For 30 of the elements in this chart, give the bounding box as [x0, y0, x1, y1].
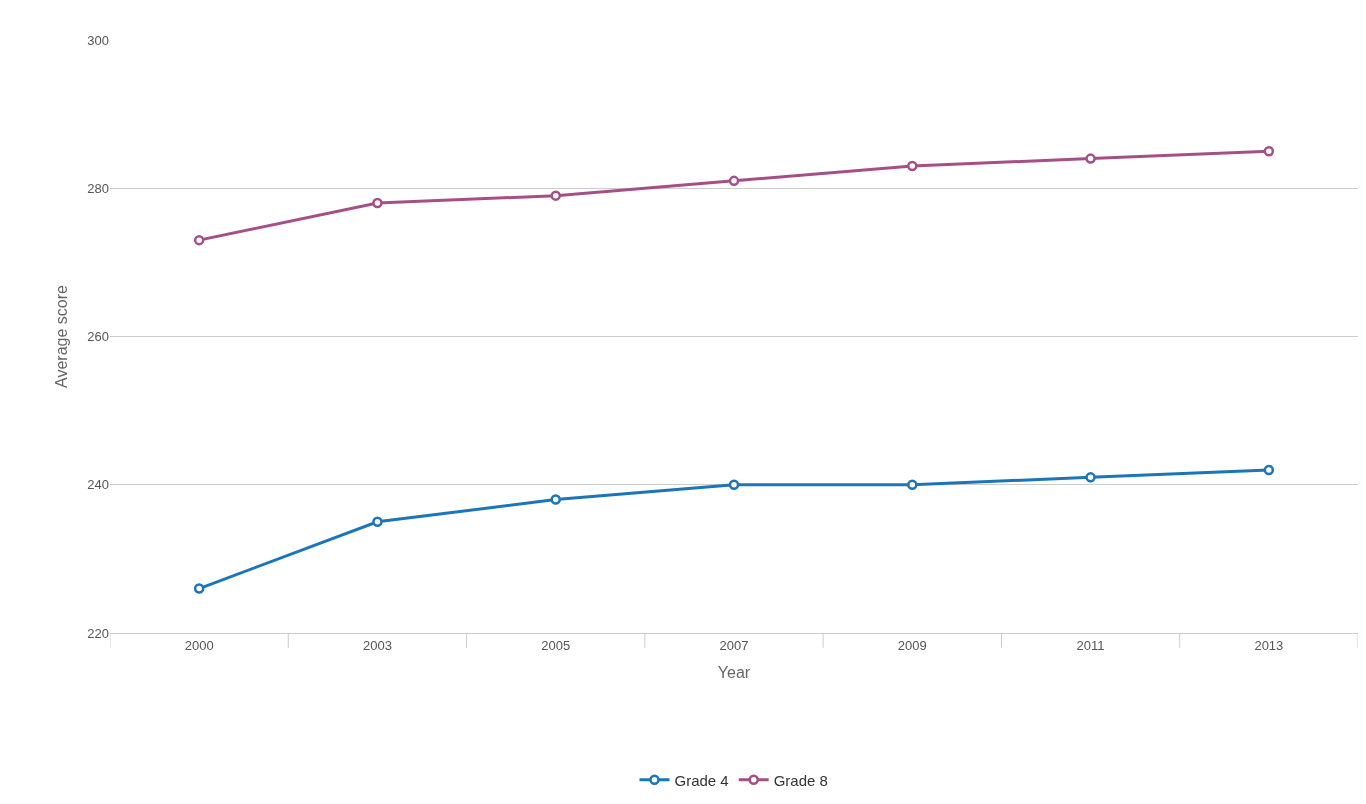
y-axis-title: Average score	[53, 284, 71, 388]
y-tick-label: 220	[87, 625, 109, 641]
point	[1263, 145, 1275, 157]
y-tick-label: 260	[87, 329, 109, 345]
legend-label: Grade 4	[674, 771, 729, 789]
point	[1263, 464, 1275, 476]
x-tick-label: 2007	[719, 637, 749, 653]
y-tick-label: 280	[87, 180, 109, 196]
point	[372, 197, 383, 209]
point	[1085, 153, 1096, 164]
point	[728, 175, 740, 187]
x-tick-label: 2003	[362, 637, 392, 653]
x-tick-label: 2009	[897, 637, 927, 653]
point	[550, 494, 561, 505]
point	[728, 479, 740, 490]
point	[372, 516, 383, 528]
point	[1085, 472, 1096, 483]
point	[907, 479, 918, 490]
point	[193, 234, 205, 246]
x-axis-title: Year	[717, 664, 751, 682]
point	[550, 190, 561, 201]
point	[907, 160, 918, 172]
y-tick-label: 300	[87, 32, 109, 48]
x-tick-label: 2013	[1254, 637, 1284, 653]
x-tick-label: 2005	[541, 637, 571, 653]
y-tick-label: 240	[87, 477, 109, 493]
x-tick-label: 2000	[184, 637, 214, 653]
legend-label: Grade 8	[773, 771, 828, 789]
x-tick-label: 2011	[1076, 637, 1105, 653]
point	[193, 583, 205, 594]
